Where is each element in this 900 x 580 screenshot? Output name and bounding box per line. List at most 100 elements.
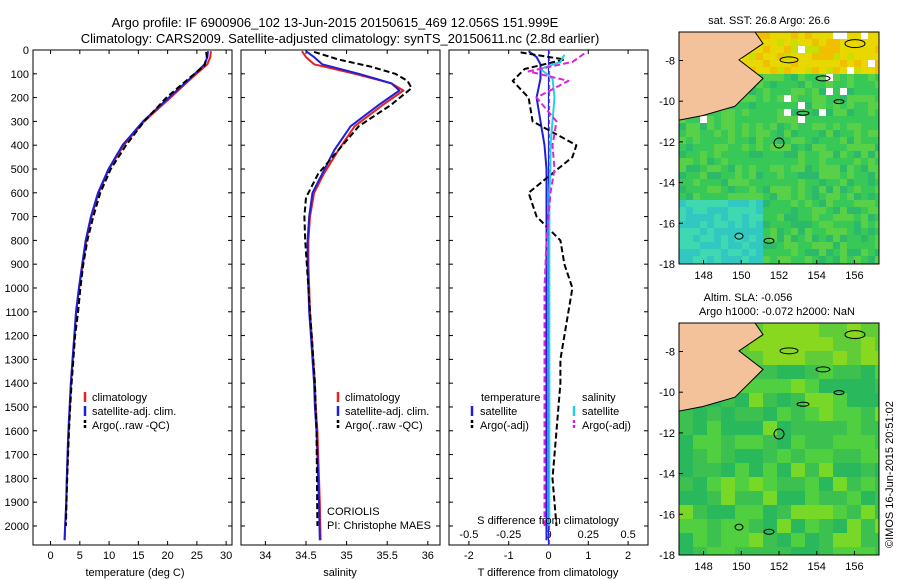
map-cell [812, 158, 820, 166]
map-cell [812, 186, 820, 194]
map-cell [784, 102, 792, 110]
map-cell [749, 207, 757, 215]
sla-map-title-line1: Altim. SLA: -0.056 [704, 292, 793, 304]
map-cell [861, 88, 869, 96]
map-cell [868, 109, 876, 117]
map-cell [861, 60, 869, 68]
map-cell [819, 214, 827, 222]
map-cell [875, 505, 879, 520]
map-cell [700, 193, 708, 201]
x-tick-label: 20 [161, 550, 173, 562]
y-tick-label: 900 [11, 259, 29, 271]
map-cell [812, 67, 820, 75]
map-cell [784, 144, 792, 152]
map-cell [798, 228, 806, 236]
map-cell [861, 207, 869, 215]
map-cell [707, 491, 722, 506]
map-cell [819, 421, 834, 436]
map-cell [777, 449, 792, 464]
map-cell [777, 491, 792, 506]
map-cell [791, 53, 799, 61]
map-cell [805, 144, 813, 152]
map-cell [854, 158, 862, 166]
map-cell [707, 116, 715, 124]
map-cell [763, 323, 778, 338]
map-cell [777, 421, 792, 436]
map-cell [833, 109, 841, 117]
map-cell [812, 179, 820, 187]
map-cell [763, 463, 778, 478]
map-cell [721, 130, 729, 138]
map-cell [868, 32, 876, 40]
map-cell [756, 179, 764, 187]
map-cell [861, 323, 876, 338]
map-cell [868, 81, 876, 89]
map-cell [875, 393, 879, 408]
map-cell [861, 186, 869, 194]
map-cell [742, 137, 750, 145]
map-cell [854, 46, 862, 54]
map-cell [819, 53, 827, 61]
map-cell [854, 151, 862, 159]
map-cell [728, 242, 736, 250]
map-cell [749, 214, 757, 222]
map-cell [707, 172, 715, 180]
map-x-tick-label: 154 [808, 561, 826, 573]
map-cell [735, 151, 743, 159]
map-cell [833, 186, 841, 194]
map-cell [707, 533, 722, 548]
y-tick-label: 1100 [5, 307, 29, 319]
map-cell [840, 60, 848, 68]
map-cell [847, 337, 862, 352]
map-cell [686, 179, 694, 187]
map-cell [826, 130, 834, 138]
map-cell [770, 249, 778, 257]
map-cell [812, 221, 820, 229]
map-cell [868, 221, 876, 229]
map-cell [763, 351, 778, 366]
map-cell [861, 151, 869, 159]
map-cell [756, 165, 764, 173]
map-cell [847, 242, 855, 250]
map-cell [742, 256, 750, 264]
map-cell [679, 186, 687, 194]
map-cell [805, 39, 813, 47]
map-cell [742, 249, 750, 257]
map-cell [819, 393, 834, 408]
map-cell [777, 477, 792, 492]
map-cell [707, 449, 722, 464]
map-cell [861, 407, 876, 422]
map-cell [833, 379, 848, 394]
map-cell [763, 228, 771, 236]
map-cell [714, 235, 722, 243]
map-y-tick-label: -12 [659, 428, 675, 440]
map-cell [763, 519, 778, 534]
map-cell [805, 130, 813, 138]
map-cell [868, 60, 876, 68]
map-cell [714, 144, 722, 152]
map-cell [763, 393, 778, 408]
map-cell [875, 221, 879, 229]
y-tick-label: 1300 [5, 354, 29, 366]
difference-legend: temperature salinity satellite Argo(-adj… [470, 392, 631, 432]
map-cell [686, 151, 694, 159]
map-cell [840, 228, 848, 236]
map-y-tick-label: -18 [659, 259, 675, 271]
map-cell [686, 214, 694, 222]
map-cell [679, 200, 687, 208]
map-cell [875, 74, 879, 82]
map-cell [784, 235, 792, 243]
map-cell [693, 151, 701, 159]
map-cell [833, 351, 848, 366]
map-cell [728, 165, 736, 173]
map-cell [868, 228, 876, 236]
map-cell [875, 323, 879, 338]
map-cell [735, 393, 750, 408]
map-cell [805, 533, 820, 548]
map-cell [686, 172, 694, 180]
map-cell [763, 123, 771, 131]
map-cell [875, 351, 879, 366]
map-cell [784, 249, 792, 257]
map-cell [812, 46, 820, 54]
map-cell [840, 158, 848, 166]
